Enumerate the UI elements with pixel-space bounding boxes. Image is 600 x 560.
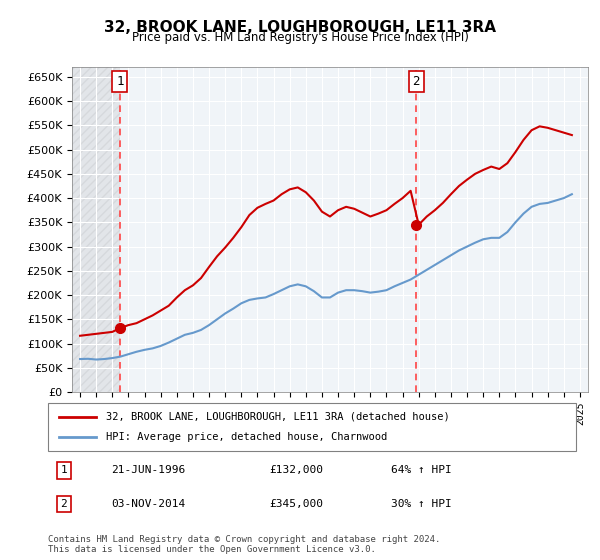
Text: Price paid vs. HM Land Registry's House Price Index (HPI): Price paid vs. HM Land Registry's House …	[131, 31, 469, 44]
Text: 03-NOV-2014: 03-NOV-2014	[112, 499, 185, 509]
Text: £345,000: £345,000	[270, 499, 324, 509]
Text: 2: 2	[61, 499, 67, 509]
Text: 32, BROOK LANE, LOUGHBOROUGH, LE11 3RA: 32, BROOK LANE, LOUGHBOROUGH, LE11 3RA	[104, 20, 496, 35]
Text: 30% ↑ HPI: 30% ↑ HPI	[391, 499, 452, 509]
Text: 64% ↑ HPI: 64% ↑ HPI	[391, 465, 452, 475]
Text: 2: 2	[412, 75, 420, 88]
Text: HPI: Average price, detached house, Charnwood: HPI: Average price, detached house, Char…	[106, 432, 388, 442]
Text: 32, BROOK LANE, LOUGHBOROUGH, LE11 3RA (detached house): 32, BROOK LANE, LOUGHBOROUGH, LE11 3RA (…	[106, 412, 450, 422]
Text: Contains HM Land Registry data © Crown copyright and database right 2024.
This d: Contains HM Land Registry data © Crown c…	[48, 535, 440, 554]
Text: £132,000: £132,000	[270, 465, 324, 475]
Bar	[72, 67, 120, 392]
Text: 1: 1	[61, 465, 67, 475]
Text: 1: 1	[116, 75, 124, 88]
Text: 21-JUN-1996: 21-JUN-1996	[112, 465, 185, 475]
FancyBboxPatch shape	[48, 403, 576, 451]
